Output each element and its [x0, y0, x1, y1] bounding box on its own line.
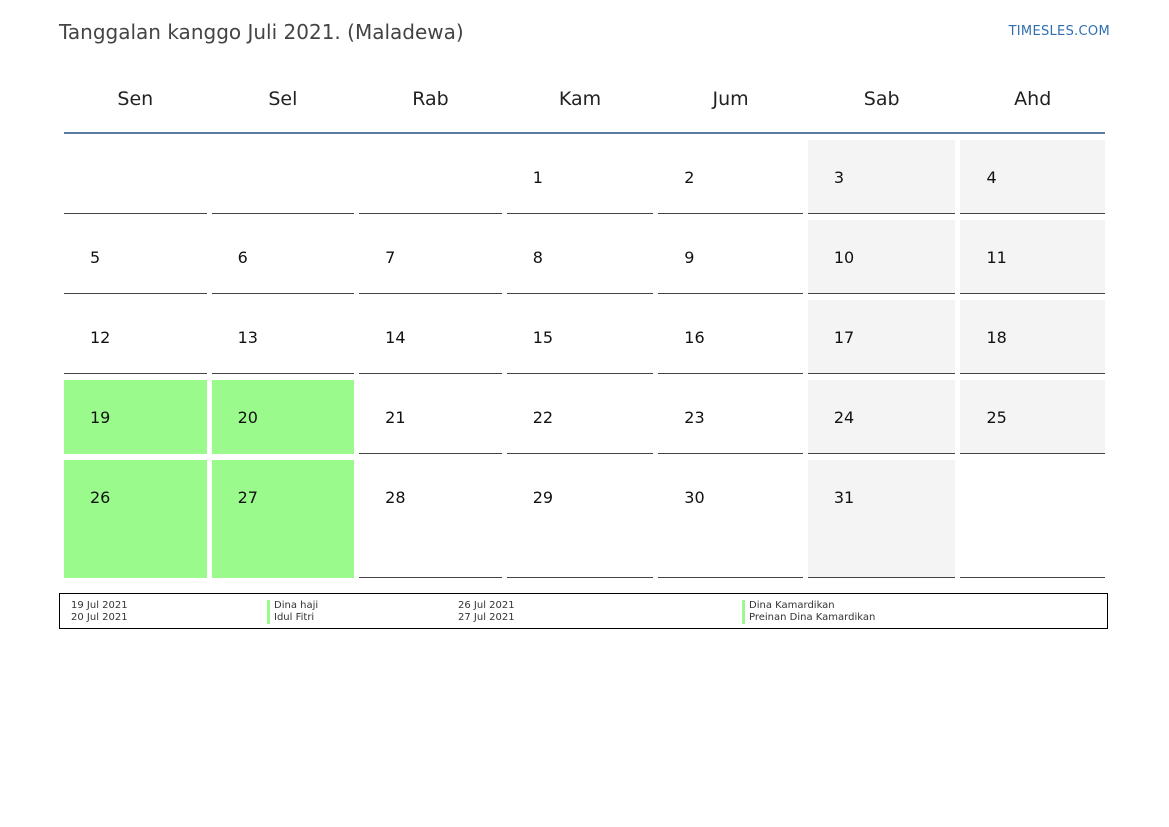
calendar-weeks: 1 2 3 4 5 6 7 8 9 10 11 12 13 14 15 16 17 18 19 20 21 22 23 24 2… [64, 140, 1106, 578]
empty-day-cell [211, 140, 355, 214]
day-number: 25 [986, 408, 1007, 427]
empty-day-cell [960, 460, 1106, 578]
day-number: 29 [532, 488, 554, 507]
day-number: 11 [986, 248, 1007, 267]
week-row: 12 13 14 15 16 17 18 [64, 300, 1106, 374]
day-number: 7 [385, 248, 396, 267]
week-row: 5 6 7 8 9 10 11 [64, 220, 1106, 294]
site-link[interactable]: TIMESLES.COM [1008, 24, 1110, 39]
day-cell[interactable]: 4 [960, 140, 1106, 214]
day-number: 27 [237, 488, 258, 507]
day-cell[interactable]: 6 [211, 220, 355, 294]
day-number: 9 [684, 248, 695, 267]
legend-holiday-name: Dina haji [274, 600, 319, 611]
day-number: 3 [833, 168, 845, 187]
legend-date: 26 Jul 2021 [458, 600, 515, 611]
day-cell[interactable]: 1 [506, 140, 654, 214]
day-number: 17 [833, 328, 855, 347]
day-cell[interactable]: 13 [211, 300, 355, 374]
weekday-jum: Jum [712, 88, 749, 110]
day-cell[interactable]: 25 [960, 380, 1106, 454]
day-number: 8 [532, 248, 543, 267]
legend-color-marker [267, 600, 270, 612]
weekday-kam: Kam [558, 88, 602, 110]
day-number: 30 [684, 488, 705, 507]
day-number: 18 [986, 328, 1007, 347]
weekday-sel: Sel [268, 88, 298, 110]
day-number: 2 [684, 168, 695, 187]
legend-date: 19 Jul 2021 [71, 600, 128, 611]
day-number: 26 [90, 488, 111, 507]
empty-day-cell [359, 140, 502, 214]
day-cell[interactable]: 5 [64, 220, 207, 294]
day-number: 13 [237, 328, 258, 347]
day-number: 1 [532, 168, 543, 187]
day-number: 10 [833, 248, 855, 267]
day-cell[interactable]: 8 [506, 220, 654, 294]
day-number: 16 [684, 328, 705, 347]
day-cell[interactable]: 18 [960, 300, 1106, 374]
legend-date: 27 Jul 2021 [458, 612, 515, 623]
day-cell[interactable]: 19 [64, 380, 207, 454]
legend-holiday-name: Preinan Dina Kamardikan [749, 612, 876, 623]
day-cell[interactable]: 22 [506, 380, 654, 454]
day-cell[interactable]: 24 [807, 380, 956, 454]
day-cell[interactable]: 15 [506, 300, 654, 374]
day-cell[interactable]: 31 [807, 460, 956, 578]
day-cell[interactable]: 16 [658, 300, 803, 374]
day-number: 14 [385, 328, 406, 347]
day-number: 24 [833, 408, 855, 427]
day-cell[interactable]: 7 [359, 220, 502, 294]
legend-color-marker [742, 600, 745, 612]
day-cell[interactable]: 9 [658, 220, 803, 294]
empty-day-cell [64, 140, 207, 214]
day-number: 31 [833, 488, 855, 507]
weekday-sen: Sen [117, 88, 154, 110]
day-cell[interactable]: 29 [506, 460, 654, 578]
day-number: 23 [684, 408, 705, 427]
day-cell[interactable]: 30 [658, 460, 803, 578]
weekday-sab: Sab [863, 88, 900, 110]
day-cell[interactable]: 17 [807, 300, 956, 374]
day-cell[interactable]: 2 [658, 140, 803, 214]
day-cell[interactable]: 12 [64, 300, 207, 374]
legend-color-marker [267, 612, 270, 624]
day-cell[interactable]: 27 [211, 460, 355, 578]
day-cell[interactable]: 21 [359, 380, 502, 454]
legend-holiday-name: Dina Kamardikan [749, 600, 835, 611]
legend-color-marker [742, 612, 745, 624]
calendar-grid: Sen Sel Rab Kam Jum Sab Ahd 1 2 3 4 5 6 7 8 9 10 11 12 13 1… [64, 70, 1106, 578]
day-number: 5 [90, 248, 101, 267]
day-cell[interactable]: 3 [807, 140, 956, 214]
day-cell[interactable]: 11 [960, 220, 1106, 294]
legend-date: 20 Jul 2021 [71, 612, 128, 623]
day-cell[interactable]: 28 [359, 460, 502, 578]
day-cell[interactable]: 14 [359, 300, 502, 374]
week-row: 19 20 21 22 23 24 25 [64, 380, 1106, 454]
day-cell[interactable]: 23 [658, 380, 803, 454]
day-number: 19 [90, 408, 111, 427]
day-cell[interactable]: 20 [211, 380, 355, 454]
day-number: 20 [237, 408, 258, 427]
week-row: 26 27 28 29 30 31 [64, 460, 1106, 578]
holiday-legend: 19 Jul 2021 Dina haji 20 Jul 2021 Idul Fitr… [59, 593, 1108, 629]
weekday-header-row: Sen Sel Rab Kam Jum Sab Ahd [64, 70, 1105, 134]
day-number: 12 [90, 328, 111, 347]
day-number: 6 [237, 248, 248, 267]
page-title: Tanggalan kanggo Juli 2021. (Maladewa) [59, 20, 464, 44]
day-number: 22 [532, 408, 554, 427]
legend-holiday-name: Idul Fitri [274, 612, 315, 623]
day-number: 15 [532, 328, 554, 347]
day-cell[interactable]: 26 [64, 460, 207, 578]
weekday-rab: Rab [412, 88, 449, 110]
day-number: 28 [385, 488, 406, 507]
weekday-ahd: Ahd [1014, 88, 1052, 110]
day-number: 4 [986, 168, 997, 187]
week-row: 1 2 3 4 [64, 140, 1106, 214]
day-number: 21 [385, 408, 406, 427]
day-cell[interactable]: 10 [807, 220, 956, 294]
